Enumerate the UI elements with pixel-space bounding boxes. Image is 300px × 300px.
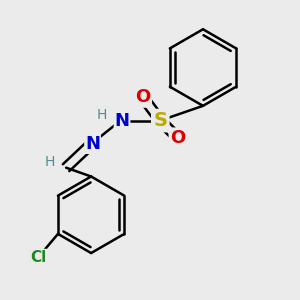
Text: N: N [115,112,130,130]
Text: N: N [85,135,100,153]
Text: O: O [135,88,150,106]
Text: H: H [45,155,55,169]
Text: S: S [153,111,167,130]
Text: H: H [96,108,106,122]
Text: O: O [170,129,186,147]
Text: Cl: Cl [30,250,46,265]
